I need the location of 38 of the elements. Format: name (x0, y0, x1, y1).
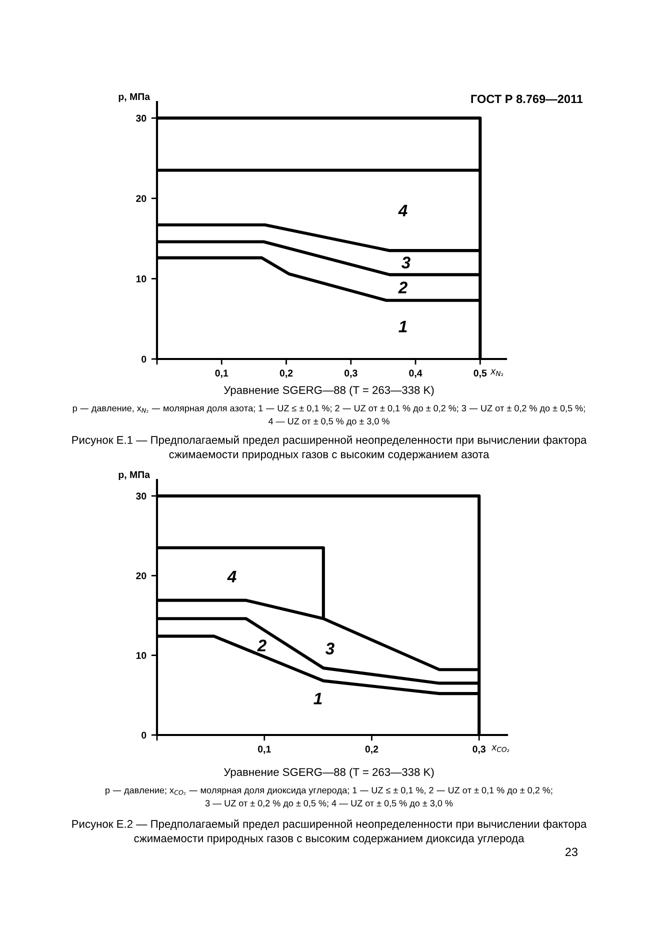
text: 4 — UZ от ± 0,5 % до ± 3,0 % (268, 418, 390, 426)
x-tick-label: 0,5 (474, 370, 487, 378)
x-axis-title: x$_{N₂}$ (490, 369, 504, 376)
annotation: 2 (398, 282, 408, 294)
x-tick-label: 0,4 (409, 370, 422, 378)
annotation: 4 (227, 570, 236, 582)
y-tick-label: 0 (142, 356, 146, 363)
y-tick-label: 20 (136, 195, 146, 202)
x-tick-label: 0,1 (215, 370, 228, 378)
x-tick-label: 0,2 (365, 746, 378, 754)
text: p — давление; x$_{CO₂}$ — молярная доля диоксида углерода; 1 — UZ ≤ ± 0,1 %, 2 — UZ от ± 0,1 % до ± 0,2 %; (106, 786, 552, 796)
text: p — давление, x$_{N₂}$ — молярная доля азота; 1 — UZ ≤ ± 0,1 %; 2 — UZ от ± 0,1 % до ± 0,2 %; 3 — UZ от ± 0,2 % до ± 0,5 %; (72, 404, 585, 414)
x-tick-label: 0,1 (258, 746, 271, 754)
y-tick-label: 30 (136, 492, 146, 500)
x-tick-label: 0,3 (472, 746, 486, 754)
y-tick-label: 10 (136, 652, 146, 659)
y-tick-label: 20 (136, 572, 146, 580)
annotation: 1 (398, 320, 407, 332)
text: Рисунок Е.1 — Предполагаемый предел расширенной неопределенности при вычислении фактора сжимаемости природных газов с высоким содержанием азота (72, 436, 587, 460)
annotation: 1 (314, 692, 322, 704)
annotation: ГОСТ Р 8.769—2011 (471, 94, 583, 104)
y-tick-label: 30 (136, 114, 146, 122)
annotation: 3 (325, 642, 334, 654)
x-tick-label: 0,2 (280, 370, 293, 378)
text: Уравнение SGERG—88 (T = 263—338 K) (224, 386, 434, 396)
annotation: 4 (398, 204, 408, 216)
text: 23 (565, 848, 578, 856)
y-tick-label: 0 (142, 732, 146, 739)
x-tick-label: 0,3 (344, 370, 358, 378)
text: Уравнение SGERG—88 (T = 263—338 K) (224, 768, 434, 778)
x-axis-title: x$_{CO₂}$ (491, 745, 510, 752)
y-axis-title: p, МПа (118, 93, 150, 102)
annotation: 3 (401, 256, 410, 268)
text: 3 — UZ от ± 0,2 % до ± 0,5 %; 4 — UZ от ± 0,5 % до ± 3,0 % (205, 800, 453, 808)
text: Рисунок Е.2 — Предполагаемый предел расширенной неопределенности при вычислении фактора сжимаемости природных газов с высоким содержанием диоксида углерода (72, 820, 587, 844)
y-tick-label: 10 (136, 275, 146, 282)
y-axis-title: p, МПа (118, 471, 150, 480)
annotation: 2 (257, 640, 266, 652)
